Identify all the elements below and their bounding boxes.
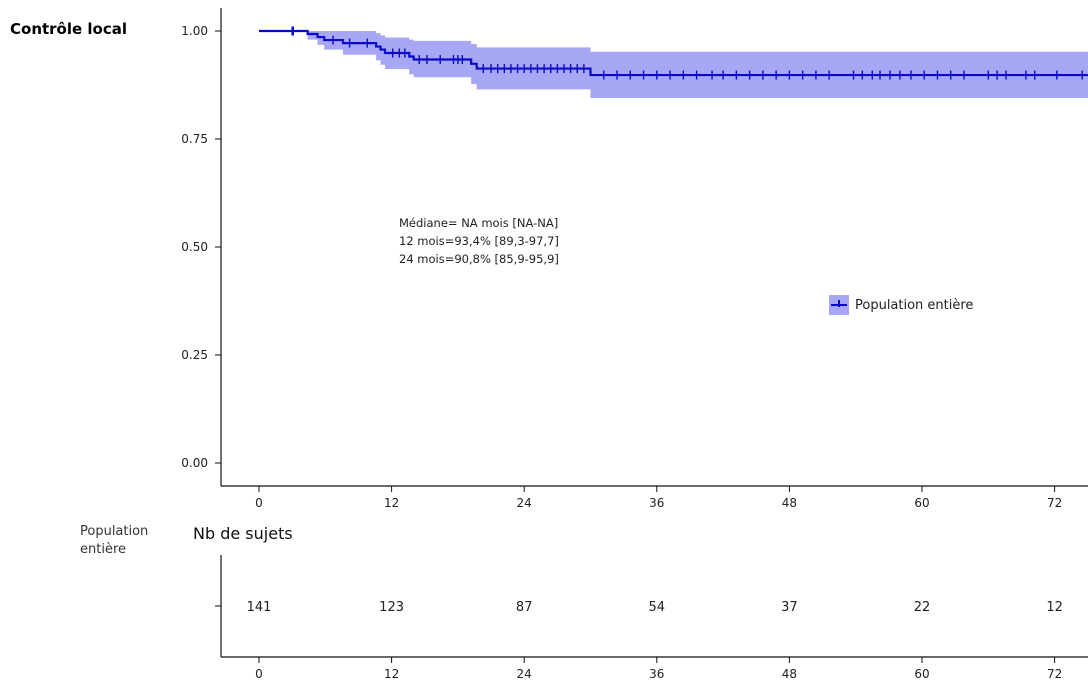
x-tick-label: 72: [1047, 496, 1062, 510]
risk-x-tick-label: 72: [1047, 667, 1062, 681]
y-tick-label: 1.00: [181, 24, 208, 38]
x-axis-ticks: 0 12 24 36 48 60 72: [255, 486, 1062, 510]
survival-curve-line: [259, 29, 1088, 77]
chart-title: Contrôle local: [10, 20, 128, 38]
legend-key: [829, 295, 849, 315]
x-tick-label: 24: [517, 496, 532, 510]
x-tick-label: 60: [914, 496, 929, 510]
risk-count: 12: [1046, 600, 1063, 615]
12-month-annotation: 12 mois=93,4% [89,3-97,7]: [399, 234, 559, 248]
risk-table-area: 0 12 24 36 48 60 72 141 123 87 54 37 22 12: [215, 555, 1088, 681]
confidence-band: [259, 31, 1088, 98]
y-axis-ticks: 0.00 0.25 0.50 0.75 1.00: [181, 24, 221, 470]
legend-key-censor-mark: [838, 300, 840, 307]
median-annotation: Médiane= NA mois [NA-NA]: [399, 216, 559, 230]
risk-x-tick-label: 60: [914, 667, 929, 681]
legend-label: Population entière: [855, 297, 974, 313]
risk-counts: 141 123 87 54 37 22 12: [247, 600, 1063, 615]
y-tick-label: 0.75: [181, 132, 208, 146]
risk-count: 22: [914, 600, 931, 615]
risk-x-tick-label: 12: [384, 667, 399, 681]
y-tick-label: 0.00: [181, 456, 208, 470]
risk-x-tick-label: 0: [255, 667, 263, 681]
x-tick-label: 0: [255, 496, 263, 510]
stats-annotation: Médiane= NA mois [NA-NA] 12 mois=93,4% […: [399, 214, 559, 268]
x-tick-label: 12: [384, 496, 399, 510]
censor-marks: [291, 26, 1083, 80]
risk-x-axis-ticks: 0 12 24 36 48 60 72: [255, 657, 1062, 681]
x-tick-label: 48: [782, 496, 797, 510]
x-tick-label: 36: [649, 496, 664, 510]
risk-count: 37: [781, 600, 798, 615]
risk-group-label: Population entière: [80, 523, 148, 559]
y-tick-label: 0.25: [181, 348, 208, 362]
risk-x-tick-label: 24: [517, 667, 532, 681]
legend: Population entière: [829, 295, 973, 315]
risk-x-tick-label: 48: [782, 667, 797, 681]
risk-count: 87: [516, 600, 533, 615]
risk-table-title: Nb de sujets: [193, 524, 293, 543]
risk-x-tick-label: 36: [649, 667, 664, 681]
main-plot-area: 0.00 0.25 0.50 0.75 1.00 0 12 24 36 48 60 72: [181, 8, 1088, 510]
24-month-annotation: 24 mois=90,8% [85,9-95,9]: [399, 252, 559, 266]
y-tick-label: 0.50: [181, 240, 208, 254]
risk-group-label-line1: Population: [80, 524, 149, 539]
risk-count: 141: [247, 600, 272, 615]
risk-count: 123: [379, 600, 404, 615]
risk-group-label-line2: entière: [80, 542, 127, 557]
risk-count: 54: [649, 600, 666, 615]
